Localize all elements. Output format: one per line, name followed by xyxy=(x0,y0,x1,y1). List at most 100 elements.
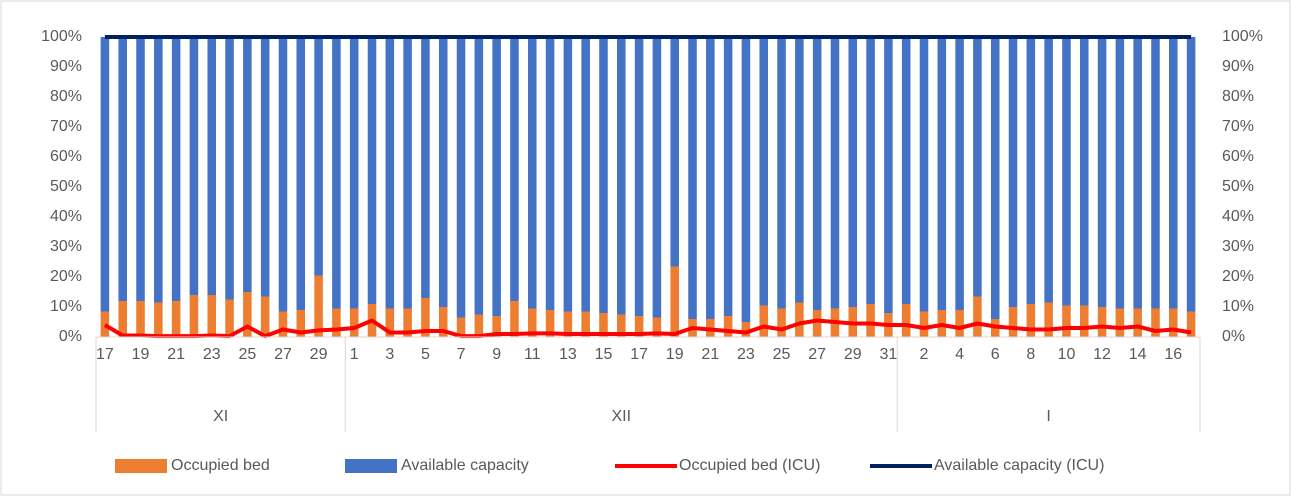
x-tick-label: 25 xyxy=(238,346,256,363)
bar xyxy=(723,316,733,337)
bar xyxy=(154,302,163,337)
bar xyxy=(759,37,769,306)
bar xyxy=(1008,307,1018,337)
bar xyxy=(1044,302,1053,337)
x-group-label: XI xyxy=(213,408,228,425)
y2-tick-label: 100% xyxy=(1222,28,1263,45)
y2-tick-label: 40% xyxy=(1222,208,1254,225)
bar xyxy=(723,37,733,316)
x-tick-label: 23 xyxy=(737,346,755,363)
bar xyxy=(634,37,644,316)
bar xyxy=(100,37,110,312)
y-tick-label: 0% xyxy=(59,328,82,345)
x-tick-label: 4 xyxy=(955,346,964,363)
bar xyxy=(118,301,127,337)
bar xyxy=(545,310,555,337)
bar xyxy=(403,37,412,309)
bar xyxy=(1079,305,1089,337)
bar xyxy=(830,37,840,309)
x-tick-label: 21 xyxy=(167,346,185,363)
y2-tick-label: 10% xyxy=(1222,298,1254,315)
bar xyxy=(1169,37,1178,309)
bar xyxy=(990,37,1000,319)
x-tick-label: 19 xyxy=(132,346,150,363)
bar xyxy=(599,313,608,337)
bar xyxy=(296,310,306,337)
bar xyxy=(314,275,323,337)
x-tick-label: 5 xyxy=(421,346,430,363)
x-tick-label: 7 xyxy=(457,346,466,363)
bar xyxy=(1115,37,1125,309)
bar xyxy=(812,37,822,310)
x-tick-label: 13 xyxy=(559,346,577,363)
x-tick-label: 10 xyxy=(1058,346,1076,363)
bar xyxy=(207,37,217,295)
bar xyxy=(795,37,804,303)
bar xyxy=(438,307,448,337)
x-tick-label: 15 xyxy=(595,346,613,363)
bar xyxy=(670,37,679,267)
bar xyxy=(332,308,341,337)
bar xyxy=(1062,37,1071,306)
bar xyxy=(260,296,270,337)
bar xyxy=(207,295,217,337)
bar xyxy=(563,311,573,337)
bar xyxy=(1026,37,1036,304)
bar xyxy=(741,322,751,337)
x-tick-label: 12 xyxy=(1093,346,1111,363)
bar xyxy=(1169,308,1178,337)
y-tick-label: 30% xyxy=(50,238,82,255)
y2-tick-label: 0% xyxy=(1222,328,1245,345)
bar xyxy=(1026,304,1036,337)
y-tick-label: 40% xyxy=(50,208,82,225)
bar xyxy=(1133,308,1142,337)
bar xyxy=(955,37,964,310)
bar xyxy=(349,37,359,309)
x-tick-label: 3 xyxy=(385,346,394,363)
bar xyxy=(136,37,145,301)
y2-tick-label: 20% xyxy=(1222,268,1254,285)
x-tick-label: 27 xyxy=(274,346,292,363)
bar xyxy=(189,295,199,337)
bar xyxy=(937,37,947,310)
bar xyxy=(225,37,234,300)
bar xyxy=(421,298,430,337)
bar xyxy=(973,296,982,337)
bar xyxy=(581,311,590,337)
x-tick-label: 19 xyxy=(666,346,684,363)
bar xyxy=(1097,37,1107,307)
bar xyxy=(617,314,626,337)
legend-label: Available capacity xyxy=(401,457,529,474)
bar xyxy=(225,299,234,337)
bar xyxy=(474,314,484,337)
x-tick-label: 21 xyxy=(701,346,719,363)
bar xyxy=(527,308,537,337)
bar xyxy=(492,37,501,316)
x-group-label: I xyxy=(1046,408,1050,425)
legend-label: Available capacity (ICU) xyxy=(934,457,1104,474)
legend-swatch xyxy=(345,459,397,473)
bar xyxy=(741,37,751,322)
y-tick-label: 80% xyxy=(50,88,82,105)
bar xyxy=(1186,311,1196,337)
x-tick-label: 14 xyxy=(1129,346,1147,363)
x-tick-label: 29 xyxy=(844,346,862,363)
x-tick-label: 16 xyxy=(1164,346,1182,363)
bar xyxy=(456,317,466,337)
bar xyxy=(901,304,911,337)
bar xyxy=(955,310,964,337)
bar xyxy=(367,37,377,304)
bar xyxy=(901,37,911,304)
bar xyxy=(403,308,412,337)
bar xyxy=(474,37,484,315)
x-tick-label: 23 xyxy=(203,346,221,363)
y-tick-label: 20% xyxy=(50,268,82,285)
bar xyxy=(118,37,127,301)
bar xyxy=(296,37,306,310)
bar xyxy=(1133,37,1142,309)
bar xyxy=(848,37,858,307)
bar xyxy=(1097,307,1107,337)
x-tick-label: 1 xyxy=(350,346,359,363)
x-tick-label: 11 xyxy=(524,346,541,363)
